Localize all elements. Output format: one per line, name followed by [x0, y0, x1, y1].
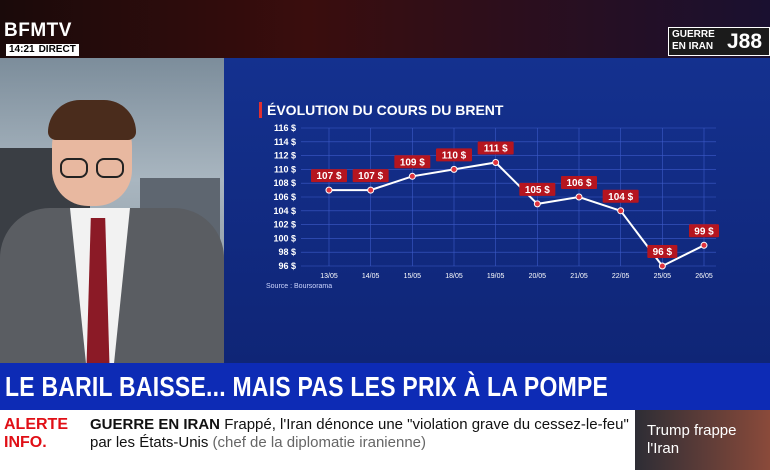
presenter	[0, 78, 224, 363]
y-tick-label: 106 $	[273, 192, 296, 202]
promo-thumbnail[interactable]: Trump frappe l'Iran	[635, 410, 770, 470]
data-label: 111 $	[484, 144, 508, 155]
live-label: DIRECT	[38, 44, 76, 55]
data-label-bg	[561, 176, 597, 189]
data-point	[658, 262, 666, 270]
news-ticker	[0, 410, 635, 470]
data-label-bg	[477, 141, 514, 155]
y-tick-label: 98 $	[278, 247, 296, 257]
alert-info-label: ALERTE INFO.	[4, 416, 68, 451]
data-label-bg	[352, 169, 389, 183]
presenter-glasses	[60, 158, 128, 178]
presenter-video	[0, 58, 224, 363]
data-point	[450, 165, 458, 173]
data-point	[700, 241, 708, 249]
x-tick-label: 15/05	[404, 273, 422, 280]
data-label: 106 $	[566, 178, 591, 189]
data-point	[492, 159, 500, 166]
topic-tag: GUERRE EN IRAN J88	[668, 27, 770, 56]
tag-line-1: GUERRE	[672, 29, 715, 40]
headline: LE BARIL BAISSE... MAIS PAS LES PRIX À L…	[5, 371, 609, 402]
data-label-bg	[647, 245, 678, 258]
data-label: 107 $	[358, 171, 383, 182]
data-point	[533, 200, 541, 208]
y-tick-label: 114 $	[274, 137, 296, 147]
chart-panel: ÉVOLUTION DU COURS DU BRENT 96 $ 98 $ 100 …	[224, 58, 770, 363]
x-tick-label: 21/05	[570, 273, 588, 280]
data-label-bg	[436, 148, 472, 162]
data-label: 105 $	[525, 185, 550, 196]
data-label: 109 $	[400, 157, 425, 168]
ticker-text: GUERRE EN IRAN Frappé, l'Iran dénonce un…	[90, 416, 635, 452]
x-tick-label: 26/05	[695, 273, 713, 280]
ticker-attribution: (chef de la diplomatie iranienne)	[212, 434, 427, 451]
data-label: 99 $	[694, 226, 714, 237]
data-label-bg	[394, 155, 431, 169]
data-point	[617, 207, 625, 215]
x-tick-label: 13/05	[320, 273, 338, 280]
data-label: 104 $	[608, 192, 633, 203]
data-label: 107 $	[316, 171, 341, 182]
channel-logo: BFMTV	[4, 20, 72, 41]
line-chart: 96 $ 98 $ 100 $ 102 $ 104 $ 106 $ 108 $ 110 $ 11…	[273, 123, 719, 280]
chart-title: ÉVOLUTION DU COURS DU BRENT	[259, 102, 503, 118]
y-tick-label: 96 $	[278, 261, 296, 271]
data-label-bg	[602, 189, 639, 203]
data-point	[367, 186, 375, 194]
series-line	[329, 161, 705, 268]
x-tick-label: 22/05	[612, 273, 630, 280]
tag-day: J88	[727, 30, 763, 53]
top-bar: BFMTV 14:21 DIRECT GUERRE EN IRAN J88	[0, 0, 770, 58]
ticker-topic: GUERRE EN IRAN	[90, 416, 221, 433]
clock-badge: 14:21 DIRECT	[6, 44, 79, 56]
data-point	[408, 172, 416, 180]
data-label-bg	[689, 224, 719, 238]
clock-time: 14:21	[9, 44, 35, 55]
y-tick-label: 104 $	[273, 206, 296, 216]
data-label: 110 $	[442, 150, 467, 161]
presenter-hair	[48, 100, 136, 140]
y-tick-label: 116 $	[274, 123, 296, 133]
x-tick-label: 20/05	[529, 273, 547, 280]
tag-line-2: EN IRAN	[672, 41, 714, 52]
promo-title: Trump frappe l'Iran	[647, 422, 737, 457]
data-point	[575, 193, 583, 201]
data-point	[325, 186, 333, 194]
y-tick-label: 100 $	[273, 233, 296, 243]
headline-band	[0, 363, 770, 410]
y-tick-label: 102 $	[273, 220, 296, 230]
x-tick-label: 25/05	[654, 273, 672, 280]
data-label: 96 $	[653, 247, 673, 258]
y-tick-label: 108 $	[273, 178, 296, 188]
y-tick-label: 110 $	[274, 164, 296, 174]
x-tick-label: 19/05	[487, 273, 505, 280]
chart-source: Source : Boursorama	[266, 283, 333, 290]
x-tick-label: 18/05	[445, 273, 463, 280]
ticker-body: Frappé, l'Iran dénonce une "violation gr…	[90, 416, 629, 451]
x-tick-label: 14/05	[362, 273, 380, 280]
data-label-bg	[519, 182, 556, 196]
data-label-bg	[311, 169, 347, 183]
y-tick-label: 112 $	[274, 151, 296, 161]
